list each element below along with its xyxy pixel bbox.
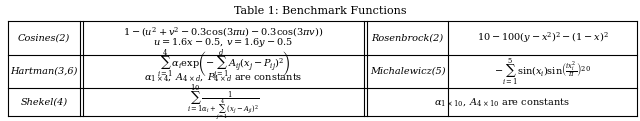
Text: $\alpha_{1\times 10},\;A_{4\times 10}$ are constants: $\alpha_{1\times 10},\;A_{4\times 10}$ a… <box>434 96 570 108</box>
Text: Table 1: Benchmark Functions: Table 1: Benchmark Functions <box>234 6 406 16</box>
Text: $\sum_{i=1}^{4}\alpha_i\exp\!\left(-\sum_{j=1}^{d}A_{ij}(x_j-P_{ij})^2\right)$: $\sum_{i=1}^{4}\alpha_i\exp\!\left(-\sum… <box>157 48 291 83</box>
Text: Cosines(2): Cosines(2) <box>18 33 70 42</box>
Text: $\alpha_{1\times 4},\;A_{4\times d},\;P_{4\times d}$ are constants: $\alpha_{1\times 4},\;A_{4\times d},\;P_… <box>144 71 303 83</box>
Text: Hartman(3,6): Hartman(3,6) <box>10 67 77 76</box>
Text: $-\sum_{i=1}^{5}\sin(x_i)\sin\!\left(\frac{ix_i^2}{\pi}\right)^{20}$: $-\sum_{i=1}^{5}\sin(x_i)\sin\!\left(\fr… <box>494 56 591 87</box>
Text: $u=1.6x-0.5,\,v=1.6y-0.5$: $u=1.6x-0.5,\,v=1.6y-0.5$ <box>154 36 294 49</box>
Text: $\sum_{i=1}^{10}\frac{1}{\alpha_i+\sum_{j=1}^{4}(x_j-A_{ji})^2}$: $\sum_{i=1}^{10}\frac{1}{\alpha_i+\sum_{… <box>188 82 260 121</box>
Text: Michalewicz(5): Michalewicz(5) <box>370 67 445 76</box>
Text: Shekel(4): Shekel(4) <box>20 98 67 107</box>
Text: $1-(u^2+v^2-0.3\cos(3\pi u)-0.3\cos(3\pi v))$: $1-(u^2+v^2-0.3\cos(3\pi u)-0.3\cos(3\pi… <box>124 25 324 39</box>
Text: $10-100(y-x^2)^2-(1-x)^2$: $10-100(y-x^2)^2-(1-x)^2$ <box>477 30 609 45</box>
Text: Rosenbrock(2): Rosenbrock(2) <box>371 33 444 42</box>
